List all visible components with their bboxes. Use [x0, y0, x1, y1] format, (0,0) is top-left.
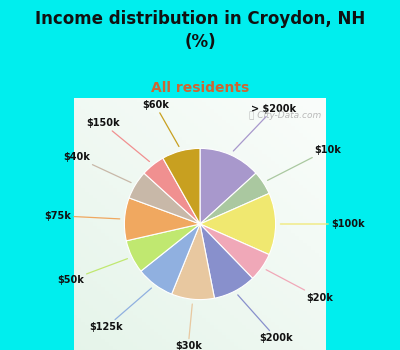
Wedge shape — [141, 224, 200, 294]
Text: > $200k: > $200k — [233, 104, 296, 151]
Wedge shape — [200, 173, 269, 224]
Wedge shape — [126, 224, 200, 271]
Wedge shape — [172, 224, 214, 300]
Wedge shape — [200, 194, 276, 254]
Text: $200k: $200k — [238, 295, 293, 343]
Text: $20k: $20k — [266, 270, 333, 303]
Wedge shape — [200, 224, 252, 298]
Text: ⓘ City-Data.com: ⓘ City-Data.com — [249, 111, 321, 120]
Text: $40k: $40k — [63, 152, 131, 183]
Text: $75k: $75k — [44, 211, 120, 221]
Wedge shape — [124, 198, 200, 241]
Wedge shape — [144, 158, 200, 224]
Wedge shape — [163, 148, 200, 224]
Text: $100k: $100k — [280, 219, 365, 229]
Wedge shape — [200, 148, 256, 224]
Text: $10k: $10k — [268, 145, 341, 180]
Text: $125k: $125k — [89, 288, 152, 332]
Text: $60k: $60k — [142, 100, 179, 147]
Text: $150k: $150k — [86, 118, 150, 162]
Text: All residents: All residents — [151, 80, 249, 94]
Wedge shape — [129, 173, 200, 224]
Text: $50k: $50k — [57, 259, 128, 285]
Text: $30k: $30k — [175, 304, 202, 350]
Text: Income distribution in Croydon, NH
(%): Income distribution in Croydon, NH (%) — [35, 10, 365, 51]
Wedge shape — [200, 224, 269, 278]
